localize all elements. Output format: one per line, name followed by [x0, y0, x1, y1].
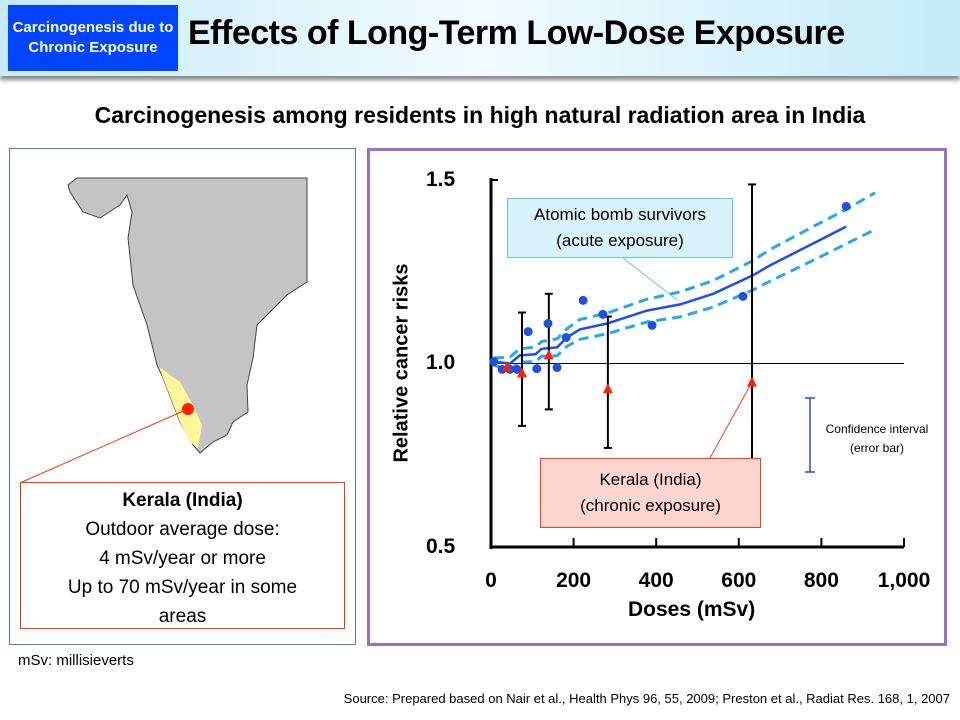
x-tick-label: 0	[485, 569, 497, 592]
y-tick-label: 1.5	[426, 168, 456, 191]
atomic-data-point	[561, 332, 571, 342]
footnote: mSv: millisieverts	[18, 652, 134, 669]
atomic-annotation: Atomic bomb survivors (acute exposure)	[507, 198, 733, 258]
atomic-annotation-line: Atomic bomb survivors	[534, 205, 706, 224]
kerala-info-line: Outdoor average dose:	[85, 519, 280, 540]
x-tick-label: 600	[721, 569, 757, 592]
kerala-info-line: 4 mSv/year or more	[99, 548, 266, 569]
slide-subtitle: Carcinogenesis among residents in high n…	[94, 102, 866, 128]
kerala-annotation: Kerala (India) (chronic exposure)	[540, 458, 761, 528]
section-badge: Carcinogenesis due to Chronic Exposure	[8, 5, 178, 71]
atomic-data-point	[647, 320, 657, 330]
atomic-fit-line	[493, 225, 847, 365]
atomic-annotation-line: (acute exposure)	[556, 231, 684, 250]
atomic-leader-line	[622, 257, 678, 301]
x-tick-label: 1,000	[877, 569, 931, 592]
header-bar: Carcinogenesis due to Chronic Exposure E…	[0, 0, 960, 76]
atomic-data-point	[841, 201, 851, 211]
atomic-data-point	[489, 357, 499, 367]
kerala-leader-line	[709, 381, 753, 459]
kerala-data-point	[502, 361, 513, 372]
kerala-marker	[182, 403, 194, 415]
kerala-info-box: Kerala (India) Outdoor average dose: 4 m…	[20, 482, 345, 629]
atomic-data-point	[738, 291, 748, 301]
atomic-data-point	[552, 363, 562, 373]
kerala-info-title: Kerala (India)	[122, 490, 243, 511]
y-axis-label: Relative cancer risks	[390, 263, 413, 463]
upper-confidence-band	[493, 191, 876, 360]
kerala-leader-line	[21, 408, 189, 483]
confidence-legend: Confidence interval (error bar)	[812, 420, 942, 458]
india-landmass	[67, 177, 308, 454]
kerala-data-point	[602, 383, 613, 394]
confidence-legend-line: (error bar)	[849, 441, 904, 455]
atomic-data-point	[543, 318, 553, 328]
atomic-data-point	[532, 364, 542, 374]
atomic-data-point	[523, 327, 533, 337]
chart-plot	[489, 178, 905, 549]
page-title: Effects of Long-Term Low-Dose Exposure	[188, 14, 845, 52]
x-tick-label: 800	[803, 569, 839, 592]
confidence-legend-line: Confidence interval	[825, 422, 929, 436]
kerala-annotation-line: Kerala (India)	[599, 470, 702, 489]
atomic-data-point	[578, 295, 588, 305]
x-tick-label: 400	[638, 569, 674, 592]
atomic-data-point	[598, 309, 608, 319]
kerala-data-point	[747, 376, 758, 387]
x-axis-label: Doses (mSv)	[628, 598, 756, 621]
source-citation: Source: Prepared based on Nair et al., H…	[343, 691, 950, 706]
kerala-info-line: Up to 70 mSv/year in some areas	[67, 577, 298, 627]
map-panel	[9, 148, 356, 645]
india-map	[21, 177, 308, 483]
kerala-data-point	[516, 367, 527, 378]
kerala-region	[159, 367, 202, 448]
lower-confidence-band	[493, 228, 876, 372]
chart-panel	[367, 148, 947, 646]
y-tick-label: 1.0	[426, 351, 456, 374]
kerala-annotation-line: (chronic exposure)	[580, 496, 721, 515]
x-tick-label: 200	[556, 569, 592, 592]
kerala-data-point	[543, 349, 554, 360]
y-tick-label: 0.5	[426, 535, 456, 558]
atomic-data-point	[512, 364, 522, 374]
